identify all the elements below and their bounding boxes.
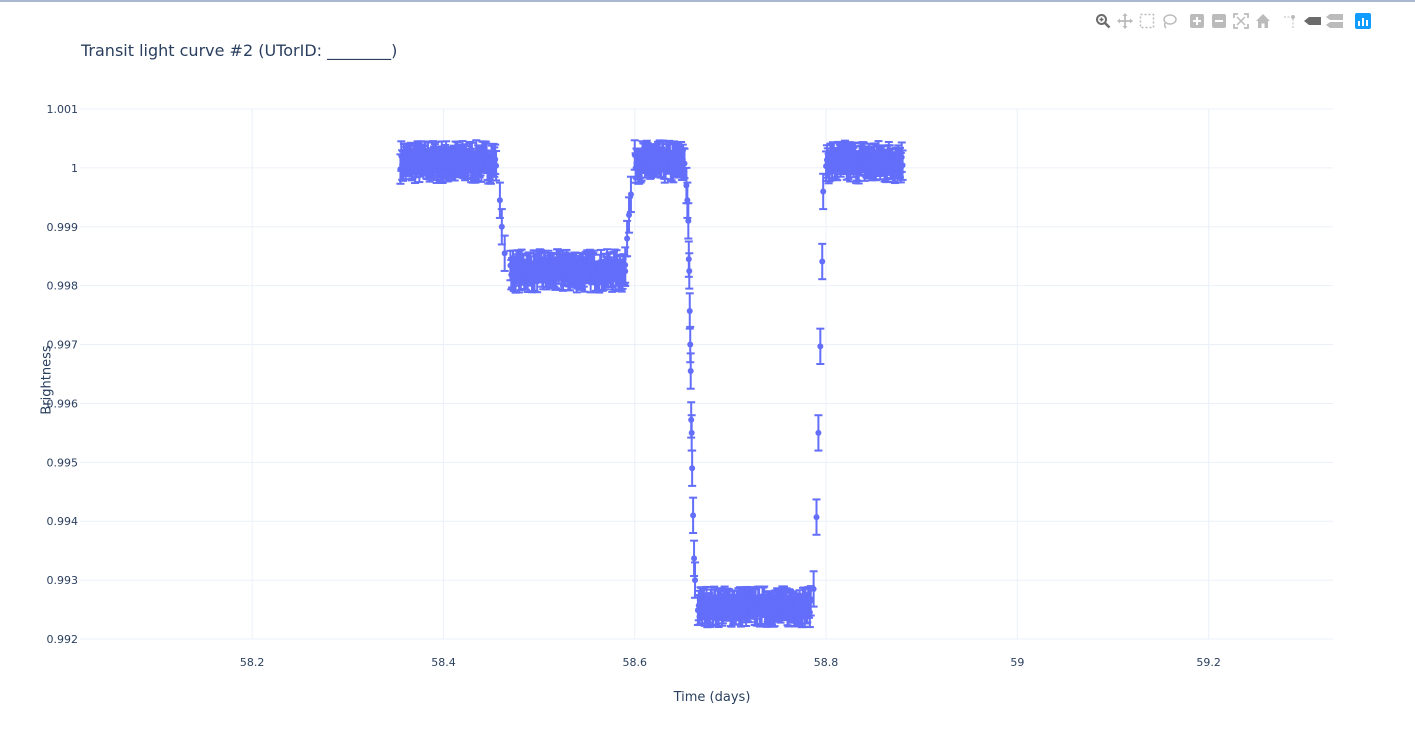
top-border [0,0,1415,2]
data-point [685,252,694,290]
zoom-icon[interactable] [1092,10,1114,32]
box-select-icon[interactable] [1136,10,1158,32]
marker [626,212,633,218]
data-point [492,149,501,182]
marker [820,188,827,195]
data-point [691,561,700,599]
data-point [500,234,509,272]
y-tick-label: 1 [71,162,78,175]
zoom-out-icon[interactable] [1208,10,1230,32]
data-point [809,570,818,608]
zoom-in-icon[interactable] [1186,10,1208,32]
marker [899,162,906,169]
marker [690,512,697,519]
reset-axes-icon[interactable] [1252,10,1274,32]
marker [681,160,688,167]
marker [686,307,693,314]
marker [687,368,694,375]
data-point [623,219,632,258]
y-tick-label: 0.992 [47,633,79,646]
marker [807,597,814,604]
y-tick-label: 0.997 [47,339,79,352]
data-point [898,149,907,181]
x-tick-label: 58.2 [240,656,265,669]
data-point [686,352,695,390]
data-point [689,496,698,534]
data-point [688,449,697,487]
autoscale-icon[interactable] [1230,10,1252,32]
marker [817,343,824,350]
x-tick-label: 58.4 [431,656,456,669]
data-point [819,172,828,211]
marker [813,514,820,521]
marker [692,577,699,584]
y-tick-label: 0.998 [47,280,79,293]
data-point [816,327,825,365]
y-tick-label: 0.996 [47,397,79,410]
data-point [684,202,693,240]
x-axis-title: Time (days) [673,690,751,705]
data-point [812,498,821,536]
y-axis-title: Brightness [39,345,55,415]
chart-title: Transit light curve #2 (UTorID: ________… [81,41,398,60]
tick-label-layer: 0.992 0.993 0.994 0.995 0.996 0.997 0.998 0.999… [47,103,1221,669]
x-tick-label: 58.8 [814,656,839,669]
x-tick-label: 59.2 [1196,656,1221,669]
marker [627,191,634,198]
grid-layer [80,108,1333,640]
marker [688,429,695,436]
y-tick-label: 1.001 [47,103,79,116]
data-point [626,175,635,214]
marker [819,258,826,265]
marker [493,162,500,169]
hover-compare-icon[interactable] [1324,10,1346,32]
marker [685,217,692,224]
x-tick-label: 58.6 [623,656,648,669]
marker [689,465,696,472]
hover-closest-icon[interactable] [1302,10,1324,32]
marker [496,197,503,204]
pan-icon[interactable] [1114,10,1136,32]
modebar [1092,10,1374,32]
plotly-logo-icon[interactable] [1352,10,1374,32]
data-point [685,292,694,330]
data-point [818,242,827,281]
y-tick-label: 0.993 [47,574,79,587]
lasso-select-icon[interactable] [1158,10,1180,32]
data-point [625,196,634,234]
marker [691,555,698,562]
y-tick-label: 0.999 [47,221,79,234]
marker [501,250,508,257]
marker [686,267,693,274]
marker [498,223,505,230]
marker [624,235,631,242]
marker [622,262,629,269]
marker [687,341,694,348]
y-tick-label: 0.994 [47,515,79,528]
marker [810,585,817,592]
marker [684,197,691,204]
data-point [814,414,823,452]
x-tick-label: 59 [1010,656,1024,669]
data-layer [396,139,907,629]
marker [815,429,822,436]
spike-lines-icon[interactable] [1280,10,1302,32]
y-tick-label: 0.995 [47,456,79,469]
